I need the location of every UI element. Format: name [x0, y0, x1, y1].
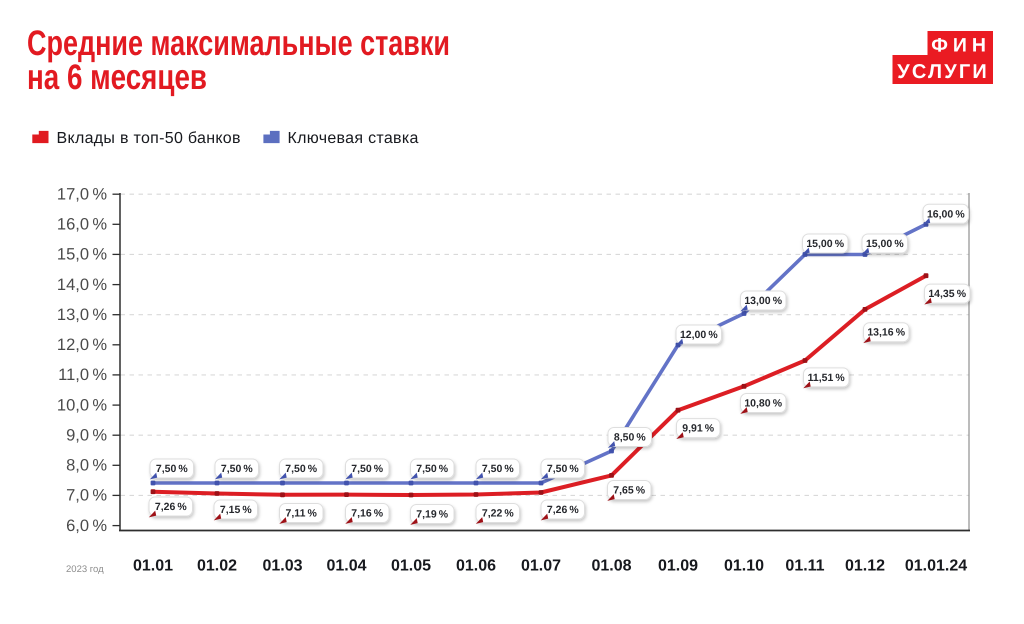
svg-text:7,50 %: 7,50 % — [285, 463, 318, 475]
svg-text:7,0 %: 7,0 % — [66, 487, 107, 505]
svg-text:01.01: 01.01 — [133, 558, 173, 575]
svg-text:01.01.24: 01.01.24 — [905, 558, 967, 575]
svg-text:15,0 %: 15,0 % — [57, 246, 107, 264]
svg-text:Вклады в топ-50 банков: Вклады в топ-50 банков — [57, 130, 241, 147]
svg-text:7,15 %: 7,15 % — [220, 504, 253, 516]
svg-text:8,50 %: 8,50 % — [614, 432, 647, 444]
svg-text:01.09: 01.09 — [658, 558, 698, 575]
svg-text:7,11 %: 7,11 % — [286, 508, 318, 520]
svg-text:11,0 %: 11,0 % — [58, 366, 107, 384]
svg-text:01.08: 01.08 — [591, 558, 631, 575]
svg-text:Средние максимальные ставки: Средние максимальные ставки — [27, 23, 450, 63]
svg-text:7,50 %: 7,50 % — [416, 463, 449, 475]
svg-text:13,16 %: 13,16 % — [867, 327, 905, 339]
svg-text:12,0 %: 12,0 % — [57, 336, 107, 354]
svg-text:13,00 %: 13,00 % — [744, 295, 782, 307]
svg-text:7,19 %: 7,19 % — [416, 509, 449, 521]
svg-text:7,50 %: 7,50 % — [482, 463, 515, 475]
svg-text:12,00 %: 12,00 % — [680, 329, 718, 341]
svg-text:2023 год: 2023 год — [66, 564, 104, 575]
svg-text:01.11: 01.11 — [785, 558, 824, 575]
svg-text:14,35 %: 14,35 % — [928, 288, 966, 300]
svg-text:10,0 %: 10,0 % — [57, 396, 107, 414]
svg-text:9,0 %: 9,0 % — [66, 426, 107, 444]
svg-text:7,50 %: 7,50 % — [547, 463, 580, 475]
svg-text:Ключевая ставка: Ключевая ставка — [288, 130, 419, 147]
svg-text:10,80 %: 10,80 % — [744, 398, 782, 410]
svg-text:01.05: 01.05 — [391, 558, 431, 575]
svg-text:13,0 %: 13,0 % — [57, 306, 107, 324]
svg-text:01.07: 01.07 — [521, 558, 561, 575]
svg-text:7,50 %: 7,50 % — [221, 463, 254, 475]
svg-text:7,26 %: 7,26 % — [155, 501, 188, 513]
svg-text:01.06: 01.06 — [456, 558, 496, 575]
svg-text:УСЛУГИ: УСЛУГИ — [897, 61, 989, 83]
svg-text:15,00 %: 15,00 % — [806, 238, 844, 250]
svg-text:7,65 %: 7,65 % — [613, 485, 646, 497]
svg-text:6,0 %: 6,0 % — [66, 517, 107, 535]
svg-text:16,00 %: 16,00 % — [927, 208, 965, 220]
svg-text:15,00 %: 15,00 % — [866, 238, 904, 250]
svg-text:11,51 %: 11,51 % — [808, 372, 846, 384]
svg-text:01.12: 01.12 — [845, 558, 885, 575]
svg-text:ФИН: ФИН — [931, 35, 991, 57]
svg-text:на 6 месяцев: на 6 месяцев — [27, 57, 207, 97]
svg-text:16,0 %: 16,0 % — [57, 216, 107, 234]
svg-text:14,0 %: 14,0 % — [57, 276, 107, 294]
svg-text:01.04: 01.04 — [326, 558, 366, 575]
svg-text:8,0 %: 8,0 % — [66, 457, 107, 475]
svg-text:01.02: 01.02 — [197, 558, 237, 575]
svg-text:17,0 %: 17,0 % — [57, 185, 107, 203]
svg-text:01.03: 01.03 — [262, 558, 302, 575]
svg-text:7,26 %: 7,26 % — [547, 504, 580, 516]
svg-text:7,50 %: 7,50 % — [351, 463, 384, 475]
svg-text:7,22 %: 7,22 % — [482, 508, 515, 520]
svg-text:7,50 %: 7,50 % — [156, 463, 189, 475]
svg-text:01.10: 01.10 — [724, 558, 764, 575]
svg-text:9,91 %: 9,91 % — [682, 423, 715, 435]
svg-text:7,16 %: 7,16 % — [351, 508, 384, 520]
